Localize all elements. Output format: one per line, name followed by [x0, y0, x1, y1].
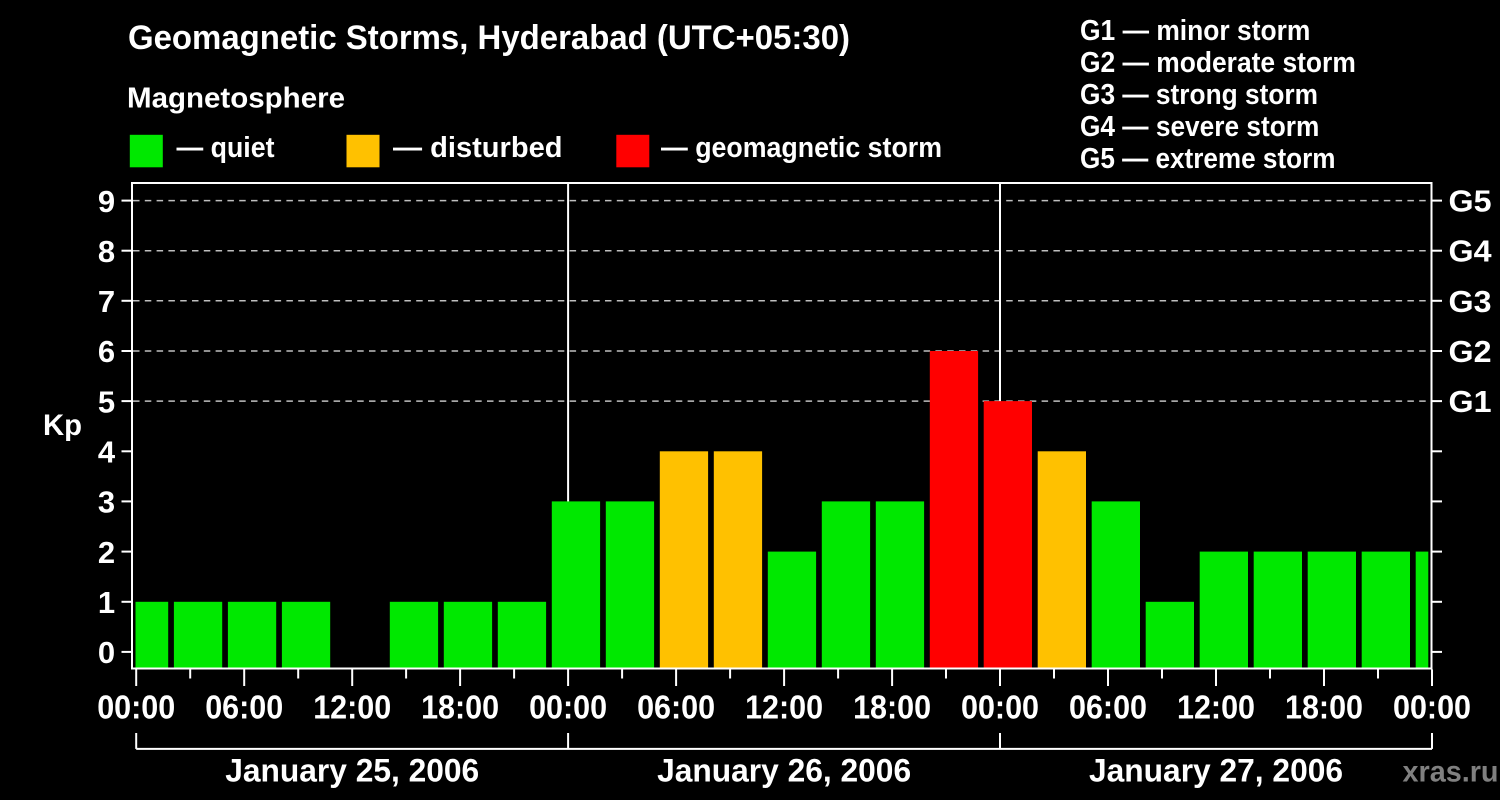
svg-text:7: 7 — [98, 284, 115, 319]
svg-text:4: 4 — [98, 435, 116, 470]
svg-text:06:00: 06:00 — [1069, 689, 1147, 726]
svg-text:18:00: 18:00 — [421, 689, 499, 726]
svg-text:G2: G2 — [1449, 334, 1492, 369]
svg-text:xras.ru: xras.ru — [1403, 756, 1499, 789]
svg-text:— geomagnetic storm: — geomagnetic storm — [661, 132, 942, 164]
svg-text:00:00: 00:00 — [529, 689, 607, 726]
svg-text:00:00: 00:00 — [1393, 689, 1471, 726]
svg-text:Magnetosphere: Magnetosphere — [127, 83, 345, 115]
svg-text:00:00: 00:00 — [97, 689, 175, 726]
svg-text:January 25, 2006: January 25, 2006 — [225, 753, 479, 789]
svg-text:G2 — moderate storm: G2 — moderate storm — [1080, 47, 1356, 79]
svg-text:Geomagnetic Storms, Hyderabad: Geomagnetic Storms, Hyderabad (UTC+05:30… — [128, 19, 850, 57]
svg-text:January 27, 2006: January 27, 2006 — [1089, 753, 1343, 789]
svg-text:G3: G3 — [1449, 284, 1492, 319]
svg-text:8: 8 — [98, 234, 115, 269]
svg-text:G5 — extreme storm: G5 — extreme storm — [1080, 143, 1336, 175]
svg-text:12:00: 12:00 — [745, 689, 823, 726]
svg-text:5: 5 — [98, 384, 115, 419]
svg-text:G4 — severe storm: G4 — severe storm — [1080, 111, 1319, 143]
svg-text:— quiet: — quiet — [177, 132, 275, 164]
svg-text:G4: G4 — [1449, 234, 1493, 269]
svg-text:G5: G5 — [1449, 184, 1492, 219]
svg-text:9: 9 — [98, 184, 115, 219]
svg-text:18:00: 18:00 — [1285, 689, 1363, 726]
svg-text:06:00: 06:00 — [205, 689, 283, 726]
svg-text:6: 6 — [98, 334, 115, 369]
svg-text:06:00: 06:00 — [637, 689, 715, 726]
svg-text:G3 — strong storm: G3 — strong storm — [1080, 79, 1318, 111]
svg-text:00:00: 00:00 — [961, 689, 1039, 726]
svg-text:0: 0 — [98, 635, 115, 670]
svg-text:January 26, 2006: January 26, 2006 — [657, 753, 911, 789]
svg-text:12:00: 12:00 — [313, 689, 391, 726]
svg-text:12:00: 12:00 — [1177, 689, 1255, 726]
svg-text:G1 — minor storm: G1 — minor storm — [1080, 15, 1310, 47]
svg-text:— disturbed: — disturbed — [393, 132, 563, 164]
svg-text:G1: G1 — [1449, 384, 1492, 419]
svg-text:18:00: 18:00 — [853, 689, 931, 726]
svg-text:3: 3 — [98, 485, 115, 520]
svg-text:1: 1 — [98, 585, 115, 620]
svg-text:2: 2 — [98, 535, 115, 570]
svg-text:Kp: Kp — [43, 409, 82, 442]
